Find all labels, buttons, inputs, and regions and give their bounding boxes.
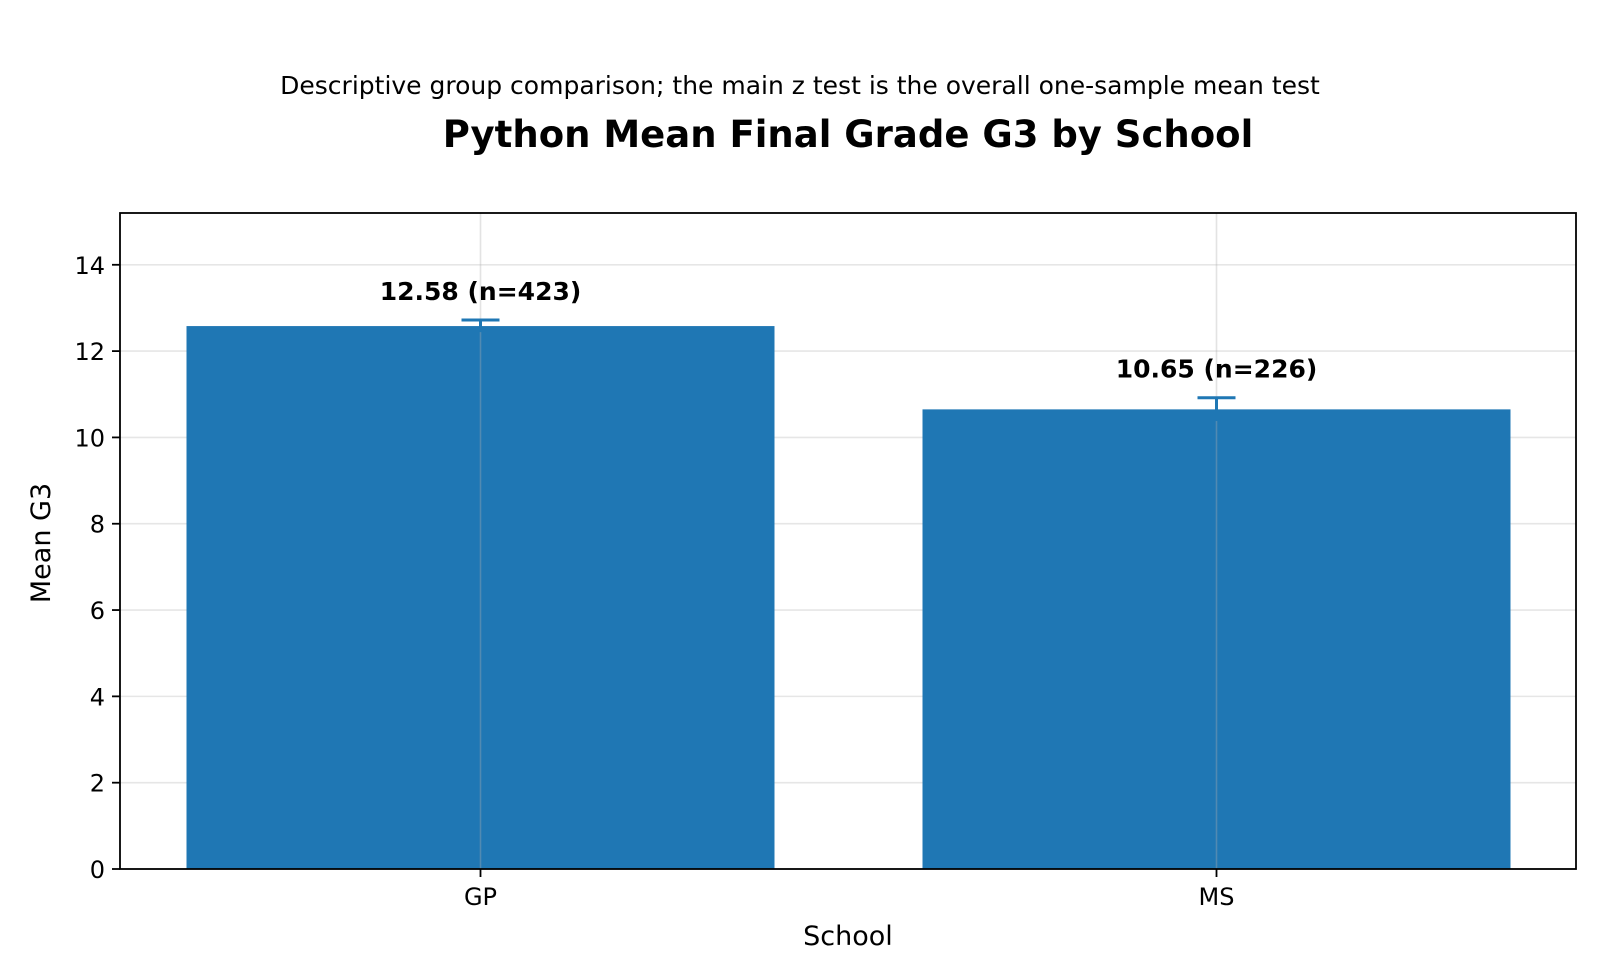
y-tick-label: 0 xyxy=(90,856,105,884)
y-tick-label: 12 xyxy=(74,338,105,366)
chart-title: Python Mean Final Grade G3 by School xyxy=(443,113,1254,156)
data-labels: 12.58 (n=423) 10.65 (n=226) xyxy=(380,277,1318,384)
y-tick-label: 4 xyxy=(90,683,105,711)
x-tick-label: GP xyxy=(464,883,497,911)
y-tick-label: 6 xyxy=(90,597,105,625)
data-label-ms: 10.65 (n=226) xyxy=(1116,355,1318,384)
bar-ms xyxy=(922,409,1511,869)
axes: 0 2 4 6 8 10 12 14 GP MS xyxy=(74,212,1577,911)
y-axis-label: Mean G3 xyxy=(26,483,57,603)
bars xyxy=(186,326,1511,869)
y-tick-label: 2 xyxy=(90,770,105,798)
chart-subtitle: Descriptive group comparison; the main z… xyxy=(280,71,1320,100)
error-bars xyxy=(461,318,1236,422)
y-tick-label: 8 xyxy=(90,511,105,539)
y-tick-label: 10 xyxy=(74,424,105,452)
bar-gp xyxy=(186,326,775,869)
x-axis-label: School xyxy=(803,921,893,952)
data-label-gp: 12.58 (n=423) xyxy=(380,277,582,306)
y-tick-label: 14 xyxy=(74,252,105,280)
plot-frame xyxy=(119,212,1577,870)
x-tick-label: MS xyxy=(1199,883,1235,911)
